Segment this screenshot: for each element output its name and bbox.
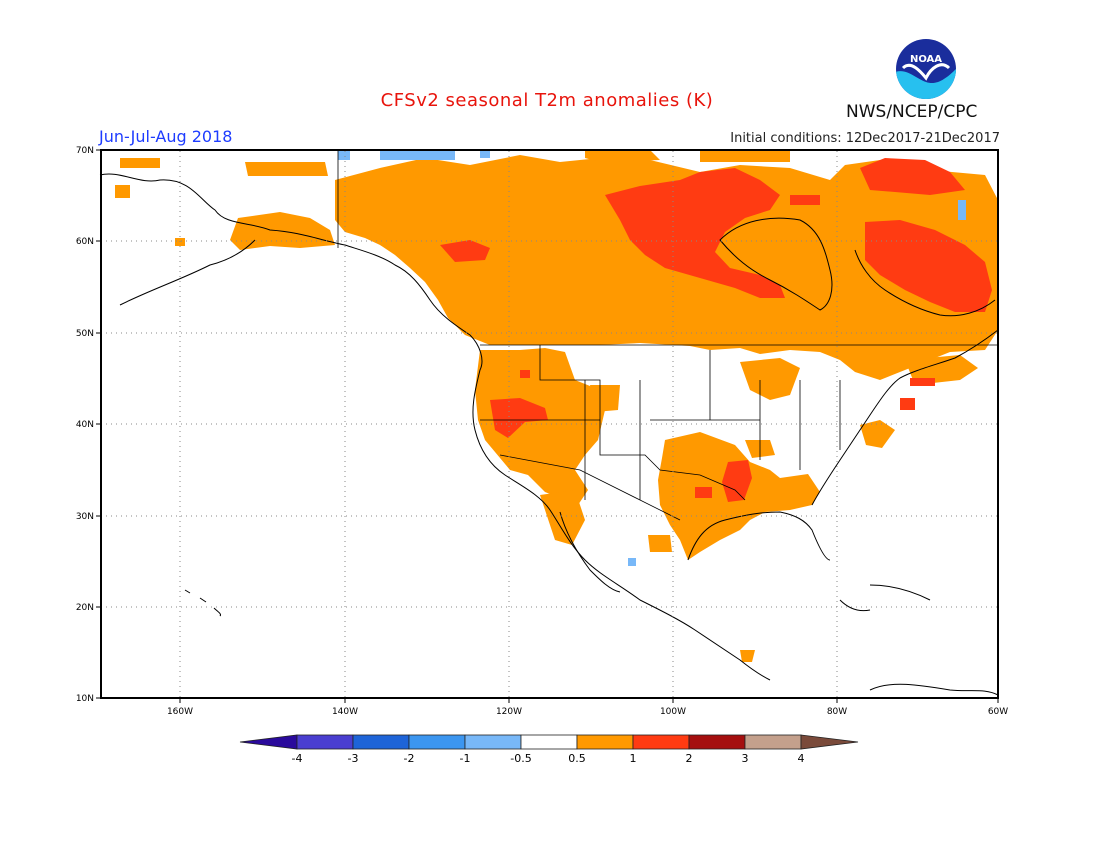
lon-label: 60W — [988, 707, 1008, 717]
colorbar-tick-label: -3 — [348, 752, 359, 765]
colorbar-swatch — [296, 734, 354, 750]
political-borders — [337, 150, 998, 521]
colorbar — [239, 734, 859, 750]
anomaly-region-1-2 — [440, 158, 992, 502]
colorbar-swatch — [464, 734, 522, 750]
colorbar-tick-label: -2 — [404, 752, 415, 765]
colorbar-tick-label: -0.5 — [510, 752, 531, 765]
lon-label: 100W — [660, 707, 686, 717]
lat-label: 40N — [76, 420, 94, 430]
colorbar-arrow-high — [800, 734, 859, 750]
lat-label: 20N — [76, 603, 94, 613]
anomaly-fill-layer — [115, 150, 998, 662]
noaa-logo-text: NOAA — [910, 54, 942, 65]
lon-label: 160W — [167, 707, 193, 717]
anomaly-region-neg — [338, 150, 966, 566]
tick-marks — [96, 149, 999, 703]
lon-labels: 160W 140W 120W 100W 80W 60W — [167, 707, 1008, 717]
lat-label: 50N — [76, 329, 94, 339]
lat-label: 30N — [76, 512, 94, 522]
colorbar-tick-label: 1 — [630, 752, 637, 765]
colorbar-swatch — [744, 734, 802, 750]
colorbar-swatch — [632, 734, 690, 750]
lon-label: 80W — [827, 707, 847, 717]
map-title: CFSv2 seasonal T2m anomalies (K) — [380, 90, 714, 111]
initial-conditions-label: Initial conditions: 12Dec2017-21Dec2017 — [730, 131, 1000, 146]
colorbar-tick-label: 0.5 — [568, 752, 586, 765]
noaa-logo: NOAA — [896, 39, 956, 99]
colorbar-swatch — [408, 734, 466, 750]
colorbar-tick-label: 3 — [742, 752, 749, 765]
colorbar-tick-label: -4 — [292, 752, 303, 765]
lon-label: 120W — [496, 707, 522, 717]
lon-label: 140W — [332, 707, 358, 717]
colorbar-swatch — [688, 734, 746, 750]
colorbar-arrow-low — [239, 734, 298, 750]
season-label: Jun-Jul-Aug 2018 — [99, 127, 233, 146]
colorbar-tick-label: 2 — [686, 752, 693, 765]
agency-label: NWS/NCEP/CPC — [846, 102, 978, 122]
colorbar-swatch — [352, 734, 410, 750]
lat-label: 10N — [76, 694, 94, 704]
lat-label: 70N — [76, 146, 94, 156]
colorbar-swatch — [520, 734, 578, 750]
graticule — [101, 151, 998, 697]
colorbar-tick-label: -1 — [460, 752, 471, 765]
colorbar-swatch — [576, 734, 634, 750]
coastlines — [99, 173, 999, 696]
lat-labels: 70N 60N 50N 40N 30N 20N 10N — [76, 146, 94, 704]
colorbar-labels: -4 -3 -2 -1 -0.5 0.5 1 2 3 4 — [292, 752, 805, 765]
colorbar-tick-label: 4 — [798, 752, 805, 765]
lat-label: 60N — [76, 237, 94, 247]
